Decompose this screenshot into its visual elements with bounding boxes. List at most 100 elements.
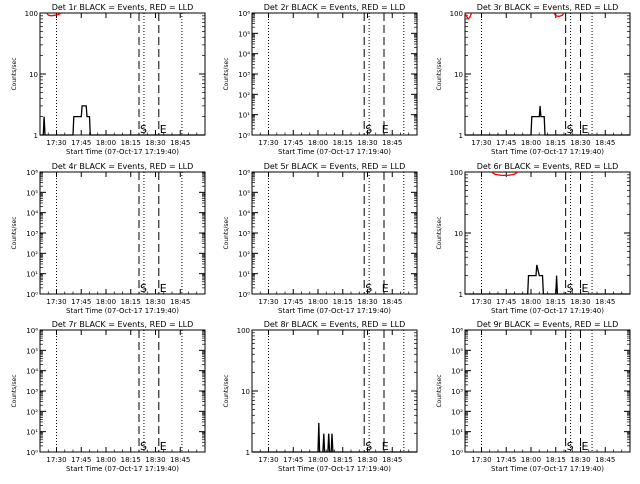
x-axis-label: Start Time (07-Oct-17 17:19:40) (66, 465, 179, 473)
end-marker: E (382, 123, 389, 136)
y-axis-label: Counts/sec (223, 57, 230, 90)
panel-det-7: Det 7r BLACK = Events, RED = LLD 10⁰ 10¹ 10… (11, 320, 206, 473)
x-tick-label: 18:00 (521, 139, 541, 147)
events-series-line (465, 264, 630, 295)
y-tick-label: 10 (454, 230, 463, 238)
y-tick-label: 1 (459, 132, 463, 140)
y-axis-label: Counts/sec (11, 216, 18, 249)
panel-det-5: Det 5r BLACK = Events, RED = LLD 10⁰ 10¹ 10… (223, 162, 418, 315)
panel-det-6: Det 6r BLACK = Events, RED = LLD 1 10 100 17… (436, 162, 631, 315)
y-tick-label: 10³ (26, 388, 38, 396)
x-tick-label: 17:45 (496, 298, 516, 306)
y-tick-label: 10⁶ (26, 169, 38, 177)
x-tick-label: 18:30 (357, 139, 377, 147)
panel-det-1: Det 1r BLACK = Events, RED = LLD 1 10 100 17… (11, 3, 206, 156)
x-axis-label: Start Time (07-Oct-17 17:19:40) (278, 307, 391, 315)
lld-series-line (491, 171, 519, 177)
panel-title: Det 3r BLACK = Events, RED = LLD (477, 3, 619, 12)
y-axis-label: Counts/sec (436, 57, 443, 90)
y-axis-label: Counts/sec (436, 374, 443, 407)
start-marker: S (567, 440, 574, 453)
y-tick-label: 10⁵ (238, 30, 250, 38)
y-tick-label: 10² (26, 408, 38, 416)
y-tick-label: 10⁰ (26, 449, 38, 457)
x-tick-label: 17:30 (46, 298, 66, 306)
y-tick-label: 10⁶ (451, 327, 463, 335)
x-tick-label: 17:45 (283, 139, 303, 147)
y-tick-label: 1 (246, 449, 250, 457)
x-tick-label: 18:30 (570, 298, 590, 306)
x-tick-label: 18:30 (145, 456, 165, 464)
panel-det-3: Det 3r BLACK = Events, RED = LLD 1 10 100 17… (436, 3, 631, 156)
x-tick-label: 18:45 (170, 298, 190, 306)
y-tick-label: 10 (29, 71, 38, 79)
x-tick-label: 18:15 (333, 139, 353, 147)
y-tick-label: 10² (26, 250, 38, 258)
y-tick-label: 1 (459, 291, 463, 299)
y-tick-label: 100 (450, 169, 463, 177)
y-tick-label: 10 (454, 71, 463, 79)
end-marker: E (382, 282, 389, 295)
x-tick-label: 18:00 (521, 298, 541, 306)
x-tick-label: 17:30 (471, 298, 491, 306)
start-marker: S (140, 123, 147, 136)
x-tick-label: 18:15 (121, 456, 141, 464)
y-tick-label: 10² (238, 91, 250, 99)
x-axis-label: Start Time (07-Oct-17 17:19:40) (66, 307, 179, 315)
panel-title: Det 5r BLACK = Events, RED = LLD (264, 162, 406, 171)
y-tick-label: 10⁴ (451, 368, 463, 376)
y-tick-label: 10⁴ (26, 368, 38, 376)
y-tick-label: 10⁵ (451, 347, 463, 355)
x-tick-label: 18:30 (570, 139, 590, 147)
events-series-line (252, 422, 417, 453)
y-tick-label: 10¹ (238, 112, 250, 120)
x-tick-label: 18:15 (121, 139, 141, 147)
x-tick-label: 18:00 (308, 456, 328, 464)
start-marker: S (140, 282, 147, 295)
panel-title: Det 9r BLACK = Events, RED = LLD (477, 320, 619, 329)
start-marker: S (567, 123, 574, 136)
lld-series-line (464, 12, 473, 20)
y-tick-label: 10⁵ (26, 189, 38, 197)
x-tick-label: 18:15 (546, 298, 566, 306)
start-marker: S (365, 440, 372, 453)
start-marker: S (567, 282, 574, 295)
y-tick-label: 10¹ (238, 271, 250, 279)
x-tick-label: 18:45 (170, 139, 190, 147)
y-tick-label: 100 (237, 327, 250, 335)
start-marker: S (365, 282, 372, 295)
lld-series-line (46, 12, 62, 17)
x-tick-label: 17:45 (283, 298, 303, 306)
end-marker: E (160, 440, 167, 453)
events-series-line (465, 105, 630, 136)
y-axis-label: Counts/sec (11, 374, 18, 407)
x-tick-label: 18:30 (357, 456, 377, 464)
plot-frame (39, 329, 206, 453)
x-axis-label: Start Time (07-Oct-17 17:19:40) (278, 465, 391, 473)
y-tick-label: 10² (451, 408, 463, 416)
x-axis-label: Start Time (07-Oct-17 17:19:40) (278, 148, 391, 156)
x-tick-label: 18:00 (308, 298, 328, 306)
x-tick-label: 17:30 (46, 456, 66, 464)
end-marker: E (382, 440, 389, 453)
x-tick-label: 17:30 (471, 456, 491, 464)
x-tick-label: 17:45 (496, 139, 516, 147)
x-tick-label: 17:45 (496, 456, 516, 464)
x-axis-label: Start Time (07-Oct-17 17:19:40) (491, 307, 604, 315)
x-tick-label: 18:00 (521, 456, 541, 464)
panel-det-4: Det 4r BLACK = Events, RED = LLD 10⁰ 10¹ 10… (11, 162, 206, 315)
end-marker: E (160, 282, 167, 295)
y-tick-label: 1 (34, 132, 38, 140)
plot-frame (464, 12, 631, 136)
y-tick-label: 10⁶ (238, 10, 250, 18)
y-tick-label: 10⁴ (238, 51, 250, 59)
plot-frame (464, 171, 631, 295)
panel-title: Det 2r BLACK = Events, RED = LLD (264, 3, 406, 12)
end-marker: E (582, 282, 589, 295)
x-tick-label: 18:45 (382, 139, 402, 147)
x-tick-label: 18:00 (96, 139, 116, 147)
y-tick-label: 10³ (238, 71, 250, 79)
x-tick-label: 18:30 (570, 456, 590, 464)
x-tick-label: 18:15 (333, 298, 353, 306)
